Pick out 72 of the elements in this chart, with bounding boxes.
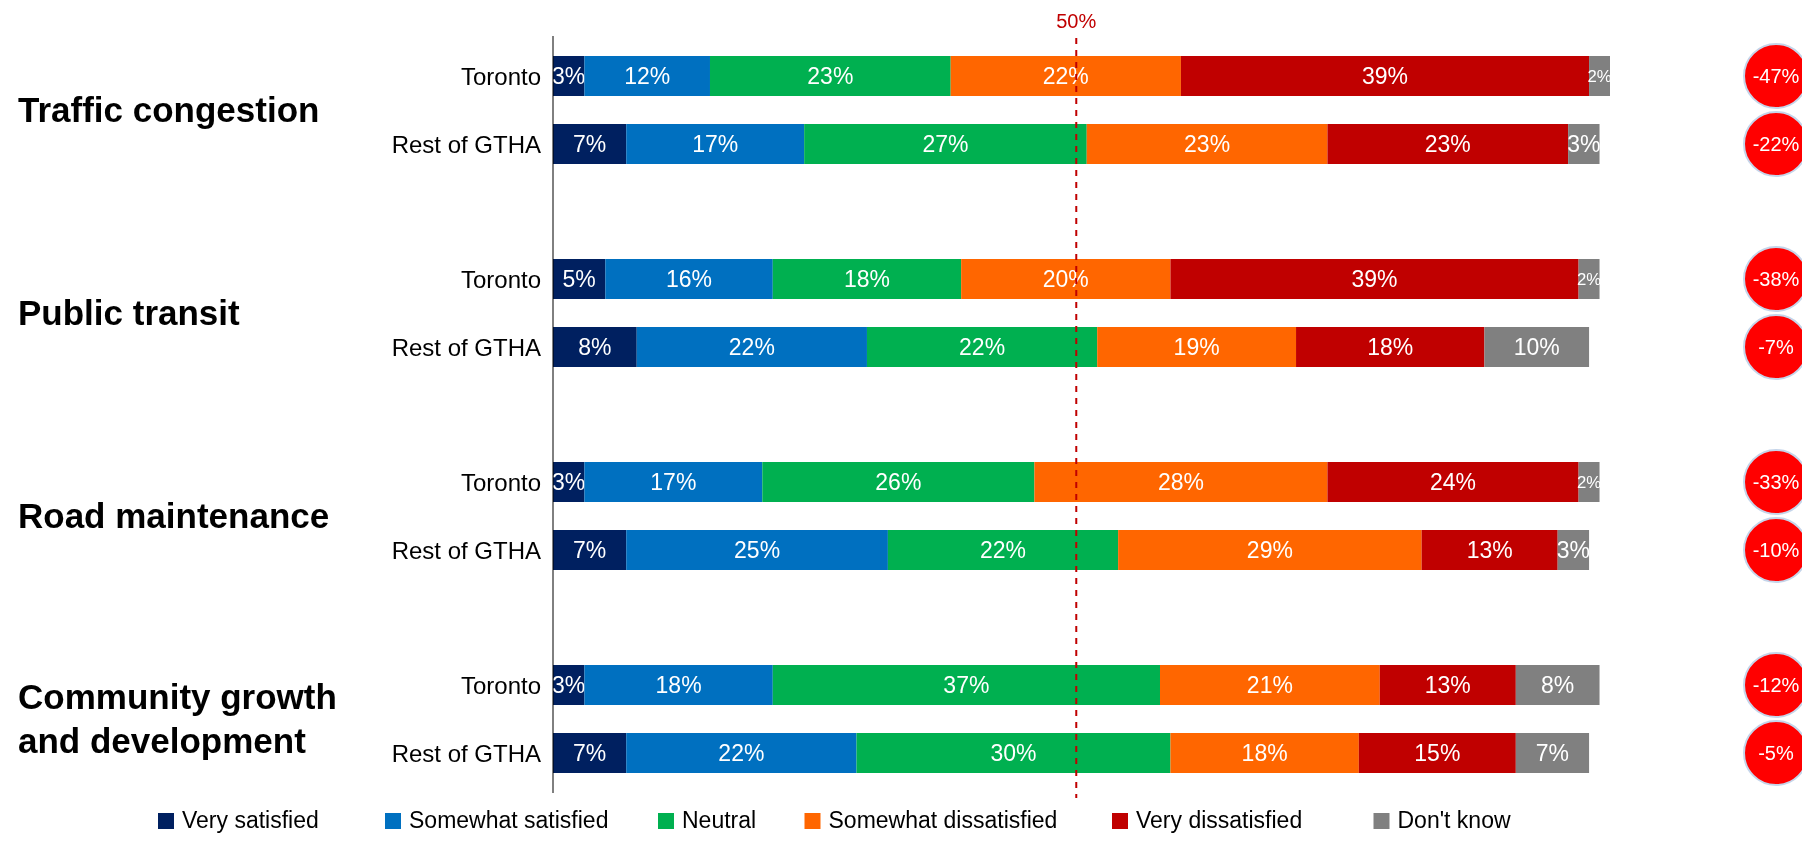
text: -38% — [1752, 268, 1800, 290]
text: -10% — [1752, 539, 1800, 561]
data-label: 21% — [1246, 672, 1293, 699]
data-label: 10% — [1513, 334, 1560, 361]
data-label: 22% — [718, 740, 765, 767]
data-label: 13% — [1466, 537, 1513, 564]
data-label: 18% — [843, 266, 890, 293]
data-label: 17% — [692, 131, 739, 158]
data-label: 7% — [573, 740, 607, 767]
data-label: 23% — [1424, 131, 1471, 158]
data-label: 22% — [728, 334, 775, 361]
legend-label: Don't know — [1397, 807, 1511, 833]
text: -47% — [1752, 65, 1800, 87]
data-label: 28% — [1157, 469, 1204, 496]
data-label: 26% — [875, 469, 922, 496]
data-label: 24% — [1430, 469, 1477, 496]
data-label: 20% — [1042, 266, 1089, 293]
y-tick-label: Toronto — [460, 266, 541, 293]
y-tick-label: Toronto — [460, 63, 541, 90]
legend-label: Neutral — [682, 807, 757, 833]
text: -22% — [1752, 133, 1800, 155]
ref-line-label: 50% — [1056, 10, 1097, 32]
y-tick-label: Rest of GTHA — [391, 740, 541, 767]
data-label: 18% — [1367, 334, 1414, 361]
data-label: 7% — [1535, 740, 1570, 767]
data-label: 37% — [943, 672, 990, 699]
data-label: 3% — [1556, 537, 1590, 564]
data-label: 15% — [1414, 740, 1461, 767]
text: -33% — [1752, 471, 1800, 493]
data-label: 39% — [1351, 266, 1398, 293]
data-label: 18% — [655, 672, 702, 699]
data-label: 22% — [979, 537, 1027, 564]
data-label: 22% — [1042, 63, 1089, 90]
data-label: 7% — [573, 537, 607, 564]
legend-label: Very dissatisfied — [1136, 807, 1303, 833]
text: Road maintenance — [18, 496, 330, 535]
data-label: 30% — [990, 740, 1037, 767]
data-label: 39% — [1361, 63, 1409, 90]
data-label: 23% — [807, 63, 854, 90]
y-tick-label: Toronto — [460, 469, 541, 496]
data-label: 17% — [650, 469, 697, 496]
data-label: 18% — [1241, 740, 1288, 767]
data-label: 13% — [1424, 672, 1471, 699]
y-tick-label: Toronto — [460, 672, 541, 699]
data-label: 19% — [1173, 334, 1220, 361]
data-label: 23% — [1184, 131, 1231, 158]
data-label: 3% — [552, 672, 586, 699]
data-label: 5% — [562, 266, 596, 293]
data-label: 16% — [666, 266, 713, 293]
text: -7% — [1758, 336, 1794, 358]
data-label: 3% — [1567, 131, 1601, 158]
text: -5% — [1758, 742, 1794, 764]
legend-label: Somewhat satisfied — [409, 807, 609, 833]
text: Public transit — [18, 293, 241, 332]
text: Traffic congestion — [18, 90, 320, 129]
y-tick-label: Rest of GTHA — [391, 537, 541, 564]
data-label: 12% — [624, 63, 671, 90]
data-label: 7% — [573, 131, 607, 158]
data-label: 22% — [959, 334, 1006, 361]
y-tick-label: Rest of GTHA — [391, 131, 541, 158]
legend-label: Very satisfied — [182, 807, 319, 833]
legend-label: Somewhat dissatisfied — [828, 807, 1058, 833]
text: -12% — [1752, 674, 1800, 696]
data-label: 3% — [552, 469, 586, 496]
data-label: 3% — [552, 63, 586, 90]
data-label: 27% — [922, 131, 969, 158]
data-label: 8% — [578, 334, 612, 361]
data-label: 25% — [734, 537, 781, 564]
data-label: 29% — [1246, 537, 1293, 564]
y-tick-label: Rest of GTHA — [391, 334, 541, 361]
data-label: 8% — [1541, 672, 1575, 699]
text: Community growth and development — [18, 677, 337, 760]
